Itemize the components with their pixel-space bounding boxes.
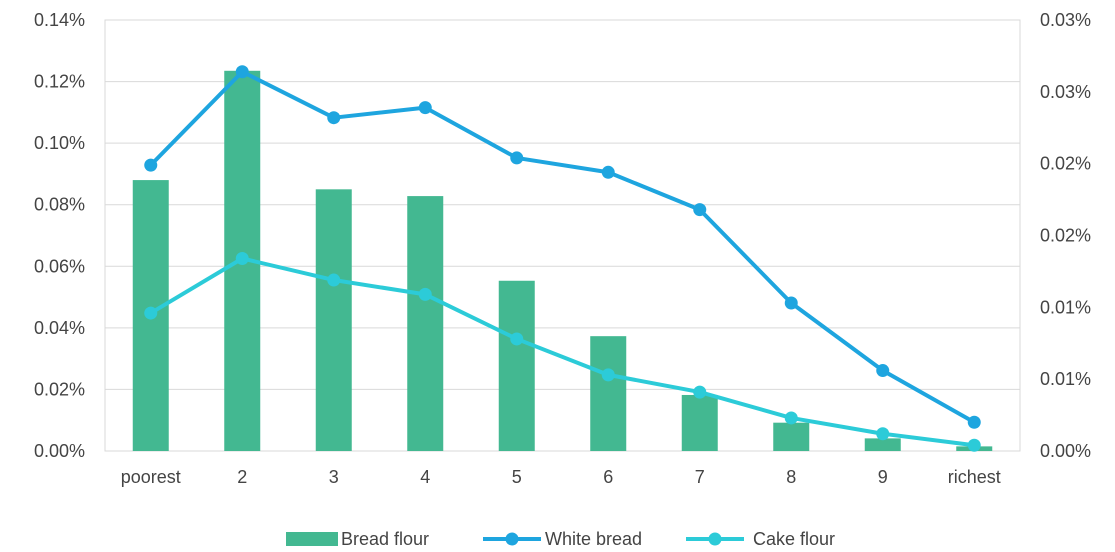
y-right-tick-label: 0.03% [1040,10,1091,30]
y-right-tick-labels: 0.00% 0.01% 0.01% 0.02% 0.02% 0.03% 0.03% [1040,10,1091,461]
bar [590,336,627,451]
y-right-tick-label: 0.01% [1040,297,1091,317]
data-point [784,411,798,425]
plot-area-frame [104,19,1021,452]
x-tick-label: 6 [603,467,613,487]
y-left-tick-label: 0.02% [34,379,85,399]
legend-label: Bread flour [341,529,429,549]
x-tick-label: 5 [512,467,522,487]
y-left-tick-label: 0.08% [34,195,85,215]
legend-swatch-marker [505,532,519,546]
data-point [327,111,341,125]
data-point [510,332,524,346]
data-point [876,427,890,441]
x-tick-label: 9 [878,467,888,487]
line-series [144,65,981,452]
x-tick-label: 4 [420,467,430,487]
y-left-tick-label: 0.12% [34,72,85,92]
x-tick-label: 8 [786,467,796,487]
y-right-tick-label: 0.01% [1040,369,1091,389]
data-point [235,251,249,265]
x-tick-label: 3 [329,467,339,487]
y-left-tick-label: 0.04% [34,318,85,338]
data-point [510,151,524,165]
legend: Bread flour White bread Cake flour [286,529,835,549]
data-point [144,306,158,320]
x-tick-label: richest [948,467,1001,487]
x-tick-label: 7 [695,467,705,487]
y-left-tick-labels: 0.00% 0.02% 0.04% 0.06% 0.08% 0.10% 0.12% 0.14% [34,10,85,461]
legend-label: Cake flour [753,529,835,549]
data-point [784,296,798,310]
y-right-tick-label: 0.02% [1040,154,1091,174]
data-point [601,165,615,179]
x-tick-labels: poorest 2 3 4 5 6 7 8 9 richest [121,467,1001,487]
legend-label: White bread [545,529,642,549]
data-point [693,385,707,399]
x-tick-label: poorest [121,467,181,487]
data-point [235,65,249,79]
legend-swatch-marker [708,532,722,546]
data-point [601,368,615,382]
bar [864,438,901,451]
y-right-tick-label: 0.00% [1040,441,1091,461]
y-right-tick-label: 0.03% [1040,82,1091,102]
data-point [418,101,432,115]
legend-swatch [286,532,338,546]
y-left-tick-label: 0.14% [34,10,85,30]
bar [773,422,810,451]
y-left-tick-label: 0.10% [34,133,85,153]
bar [681,394,718,451]
data-point [693,203,707,217]
x-tick-label: 2 [237,467,247,487]
data-point [144,158,158,172]
series-line [149,256,975,448]
data-point [327,273,341,287]
bar [315,189,352,452]
y-left-tick-label: 0.00% [34,441,85,461]
data-point [967,438,981,452]
y-left-tick-label: 0.06% [34,256,85,276]
bar [407,196,444,451]
series-line [149,69,976,425]
y-right-tick-label: 0.02% [1040,226,1091,246]
bar [498,280,535,451]
data-point [418,287,432,301]
data-point [876,364,890,378]
bar-series [132,70,993,452]
data-point [967,415,981,429]
